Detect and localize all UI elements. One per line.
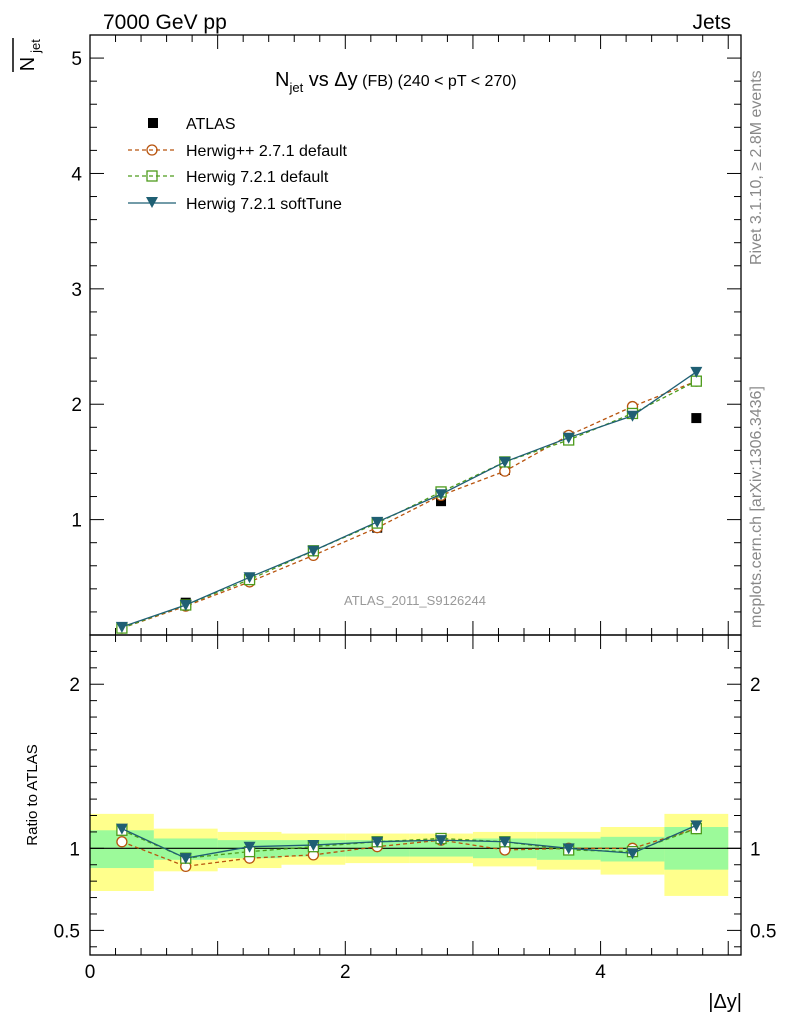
ratio-line-2	[121, 824, 697, 859]
ratio-y-tick-label-right-1: 1	[750, 839, 761, 860]
main-line-1	[121, 380, 697, 629]
band-green-1	[153, 838, 218, 860]
main-point-3-0	[115, 621, 128, 633]
ratio-point-2-0	[115, 823, 128, 835]
legend-marker-atlas	[148, 118, 158, 128]
watermark: ATLAS_2011_S9126244	[344, 593, 486, 608]
ratio-y-tick-label-right-2: 2	[750, 675, 761, 696]
legend-item-herwig7-softtune: Herwig 7.2.1 softTune	[128, 196, 342, 213]
header-right: Jets	[692, 11, 731, 34]
ratio-y-tick-label-left-1: 1	[69, 839, 80, 860]
main-y-tick-label-0: 1	[71, 511, 82, 532]
ratio-point-2-4	[371, 836, 384, 848]
title-fb: (FB)	[358, 73, 394, 90]
x-tick-label-2: 4	[595, 962, 606, 983]
main-ylabel-sub: jet	[28, 39, 43, 54]
main-point-3-3	[307, 545, 320, 557]
ratio-point-0-0	[116, 836, 128, 848]
title-cut: (240 < pT < 270)	[393, 73, 516, 90]
main-point-3-1	[179, 600, 192, 611]
ratio-point-2-3	[307, 840, 320, 852]
title-jet: jet	[288, 80, 303, 95]
legend-marker-herwig7-softtune	[146, 197, 158, 208]
main-point-3-5	[435, 489, 448, 501]
ratio-line-0	[121, 828, 697, 868]
main-line-3	[121, 371, 697, 628]
main-y-tick-label-2: 3	[71, 280, 82, 301]
x-tick-label-0: 0	[85, 962, 96, 983]
legend-label-herwig7-softtune: Herwig 7.2.1 softTune	[186, 196, 342, 213]
main-y-tick-label-3: 4	[71, 164, 82, 185]
ratio-series-2	[115, 820, 703, 865]
ratio-point-2-1	[179, 853, 192, 865]
main-y-tick-label-1: 2	[71, 395, 82, 416]
main-ylabel-n: N	[17, 57, 39, 71]
series	[115, 366, 703, 873]
legend-item-atlas: ATLAS	[148, 116, 236, 133]
ratio-y-tick-label-left-0: 0.5	[54, 921, 80, 942]
ratio-ylabel: Ratio to ATLAS	[24, 744, 41, 845]
x-tick-label-1: 2	[340, 962, 351, 983]
main-y-tick-label-4: 5	[71, 49, 82, 70]
x-axis-label: |Δy|	[708, 991, 742, 1013]
band-green-0	[90, 830, 154, 869]
legend-item-herwig7-default: Herwig 7.2.1 default	[128, 169, 329, 186]
ratio-point-2-7	[562, 843, 575, 855]
main-series-3	[115, 366, 703, 633]
main-title: Njet vs Δy (FB) (240 < pT < 270)	[275, 69, 517, 95]
ratio-y-tick-label-right-0: 0.5	[750, 921, 776, 942]
legend-label-herwig7-default: Herwig 7.2.1 default	[186, 169, 329, 186]
main-point-0-5	[436, 496, 447, 507]
ratio-point-2-6	[498, 836, 511, 848]
legend-label-herwigpp: Herwig++ 2.7.1 default	[186, 143, 348, 160]
ratio-point-2-9	[690, 820, 703, 832]
legend-label-atlas: ATLAS	[186, 116, 236, 133]
ratio-frame	[89, 634, 742, 956]
legend-item-herwigpp: Herwig++ 2.7.1 default	[128, 143, 348, 160]
mcplots-label: mcplots.cern.ch [arXiv:1306.3436]	[748, 386, 765, 628]
main-point-0-9	[691, 413, 702, 424]
legend: ATLAS Herwig++ 2.7.1 default Herwig 7.2.…	[128, 116, 348, 213]
title-vs: vs Δy	[303, 69, 357, 91]
main-point-3-4	[371, 516, 384, 528]
ratio-y-tick-label-left-2: 2	[69, 675, 80, 696]
main-point-3-7	[562, 432, 575, 444]
main-line-2	[121, 380, 697, 629]
legend-marker-herwigpp	[146, 144, 158, 156]
main-point-3-6	[498, 456, 511, 468]
legend-marker-herwig7-default	[146, 170, 158, 182]
main-point-3-9	[690, 366, 703, 378]
main-point-3-8	[626, 410, 639, 422]
main-point-3-2	[243, 572, 256, 584]
rivet-label: Rivet 3.1.10, ≥ 2.8M events	[748, 70, 765, 265]
title-n: N	[275, 69, 289, 91]
ratio-point-2-2	[243, 841, 256, 853]
ratio-point-2-8	[626, 848, 639, 860]
ratio-point-2-5	[435, 835, 448, 847]
header-left: 7000 GeV pp	[103, 11, 227, 34]
main-ylabel: N jet	[12, 38, 43, 72]
